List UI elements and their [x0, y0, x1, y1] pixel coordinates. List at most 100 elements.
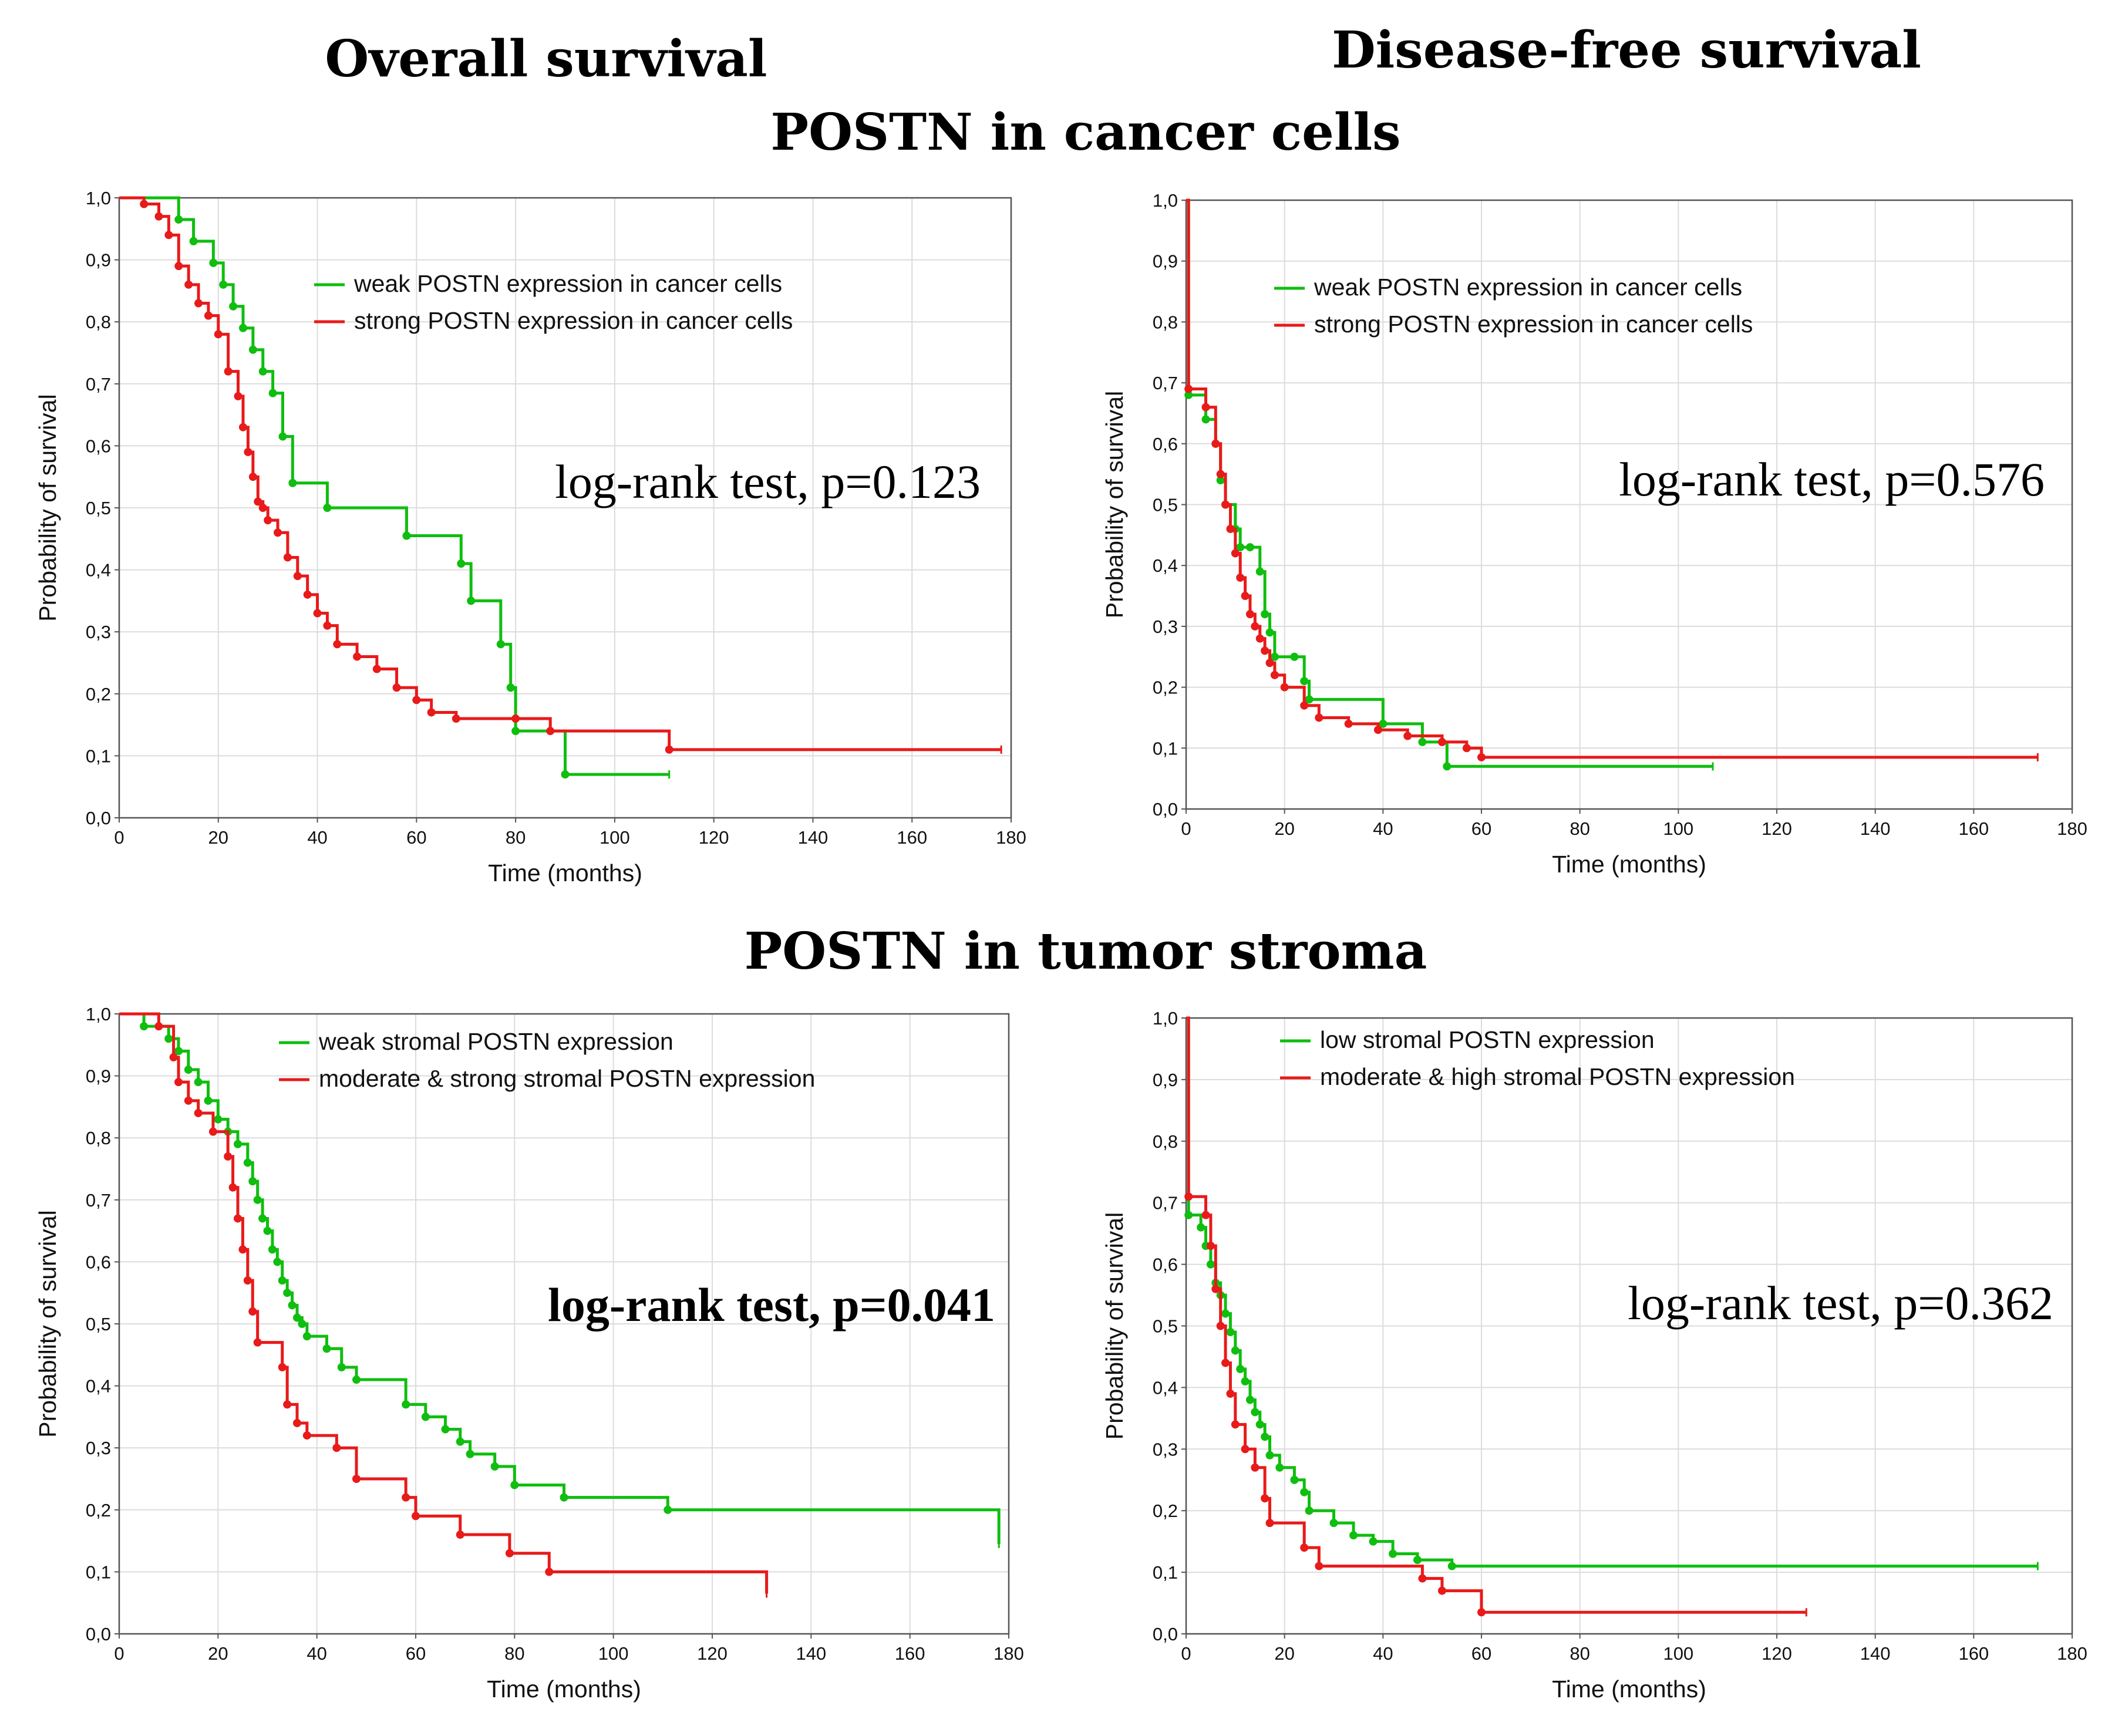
- data-point-green: [352, 1376, 361, 1384]
- cancer-cells-section-header: POSTN in cancer cells: [770, 103, 1400, 162]
- legend-label: weak stromal POSTN expression: [318, 1028, 673, 1055]
- data-point-red: [545, 1568, 554, 1576]
- data-point-red: [238, 1245, 247, 1254]
- x-tick-label: 20: [208, 827, 228, 848]
- x-tick-label: 20: [1274, 818, 1294, 839]
- data-point-green: [1255, 1420, 1264, 1429]
- x-tick-label: 100: [600, 827, 630, 848]
- data-point-red: [204, 311, 213, 320]
- data-point-green: [1261, 1432, 1269, 1441]
- x-tick-label: 120: [1762, 818, 1792, 839]
- data-point-red: [274, 528, 282, 537]
- x-axis-label: Time (months): [1552, 851, 1706, 878]
- data-point-green: [402, 531, 411, 540]
- data-point-green: [1184, 1211, 1193, 1219]
- data-point-green: [1290, 1475, 1299, 1484]
- y-tick-label: 0,8: [1153, 312, 1178, 332]
- data-point-red: [184, 280, 193, 289]
- y-tick-label: 0,4: [1153, 555, 1178, 576]
- data-point-green: [214, 1115, 223, 1124]
- data-point-red: [1477, 753, 1486, 761]
- x-tick-label: 140: [1860, 818, 1891, 839]
- y-tick-label: 0,4: [86, 560, 111, 581]
- data-point-red: [1265, 659, 1274, 668]
- data-point-green: [1418, 737, 1427, 746]
- data-point-red: [140, 200, 149, 208]
- log-rank-annotation: log-rank test, p=0.123: [555, 455, 981, 508]
- data-point-green: [466, 1450, 474, 1458]
- y-tick-label: 0,3: [1153, 616, 1178, 637]
- data-point-red: [1231, 1420, 1240, 1429]
- data-point-green: [140, 1022, 149, 1031]
- data-point-red: [1236, 573, 1245, 582]
- x-tick-label: 100: [1663, 818, 1693, 839]
- data-point-green: [560, 1493, 568, 1502]
- data-point-green: [510, 1481, 519, 1489]
- data-point-green: [268, 389, 277, 397]
- data-point-green: [263, 1226, 272, 1235]
- x-tick-label: 20: [1274, 1643, 1294, 1664]
- data-point-red: [1255, 634, 1264, 643]
- y-tick-label: 0,6: [86, 436, 111, 456]
- chart-top-left: 0,0 0,1 0,2 0,3 0,4 0,5 0,6 0,7 0,8 0,9 1,0 0 20 40 60…: [34, 188, 1026, 886]
- x-tick-label: 80: [1570, 1643, 1589, 1664]
- data-point-red: [303, 590, 312, 599]
- data-point-green: [322, 1344, 331, 1353]
- data-point-red: [412, 1512, 420, 1521]
- y-tick-label: 0,9: [86, 1066, 111, 1087]
- x-tick-label: 20: [208, 1643, 228, 1664]
- data-point-red: [452, 714, 460, 723]
- data-point-green: [243, 1158, 252, 1167]
- y-tick-label: 0,1: [86, 746, 111, 766]
- data-point-green: [1265, 628, 1274, 637]
- data-point-green: [421, 1413, 430, 1421]
- chart-top-right: 0,0 0,1 0,2 0,3 0,4 0,5 0,6 0,7 0,8 0,9 1,0 0 20 40 60…: [1101, 190, 2087, 878]
- data-point-red: [1206, 1242, 1215, 1250]
- x-tick-label: 60: [1471, 818, 1491, 839]
- data-point-green: [1255, 567, 1264, 576]
- y-tick-label: 0,9: [86, 250, 111, 271]
- data-point-red: [248, 1307, 257, 1316]
- data-point-red: [243, 1276, 252, 1285]
- legend-label: moderate & strong stromal POSTN expressi…: [319, 1065, 815, 1092]
- y-tick-label: 0,5: [86, 498, 111, 518]
- x-tick-label: 100: [1663, 1643, 1693, 1664]
- data-point-red: [1221, 500, 1230, 509]
- x-tick-label: 160: [897, 827, 927, 848]
- y-tick-label: 0,6: [1153, 1255, 1178, 1275]
- data-point-green: [1245, 543, 1254, 552]
- legend-label: low stromal POSTN expression: [1320, 1026, 1655, 1053]
- data-point-red: [224, 367, 233, 376]
- y-tick-label: 0,0: [1153, 799, 1178, 820]
- data-point-green: [1443, 762, 1452, 771]
- y-tick-label: 0,1: [86, 1562, 111, 1582]
- y-tick-label: 0,3: [86, 1438, 111, 1458]
- series-line-green: [119, 196, 669, 776]
- data-point-red: [1211, 1285, 1220, 1293]
- chart-bottom-right: 0,0 0,1 0,2 0,3 0,4 0,5 0,6 0,7 0,8 0,9 1,0 0 20 40 60…: [1101, 1008, 2087, 1703]
- y-tick-label: 1,0: [86, 188, 111, 208]
- data-point-green: [1221, 1309, 1230, 1318]
- data-point-green: [490, 1462, 499, 1471]
- data-point-red: [372, 665, 381, 673]
- y-tick-label: 0,2: [1153, 1501, 1178, 1521]
- data-point-red: [1226, 1389, 1235, 1398]
- data-point-green: [288, 478, 297, 487]
- data-point-red: [238, 423, 247, 432]
- data-point-red: [1437, 1586, 1446, 1595]
- data-point-red: [1477, 1608, 1486, 1617]
- data-point-green: [1231, 1346, 1240, 1355]
- data-point-green: [174, 1047, 183, 1056]
- data-point-green: [1369, 1537, 1378, 1546]
- y-tick-label: 0,5: [1153, 1316, 1178, 1337]
- log-rank-annotation: log-rank test, p=0.041: [548, 1278, 995, 1332]
- data-point-green: [1226, 1327, 1235, 1336]
- y-tick-label: 0,4: [86, 1376, 111, 1397]
- data-point-green: [268, 1245, 277, 1254]
- data-point-red: [1315, 713, 1324, 722]
- data-point-red: [194, 1108, 203, 1117]
- y-tick-label: 0,8: [1153, 1131, 1178, 1152]
- data-point-red: [164, 231, 173, 240]
- data-point-red: [505, 1549, 514, 1558]
